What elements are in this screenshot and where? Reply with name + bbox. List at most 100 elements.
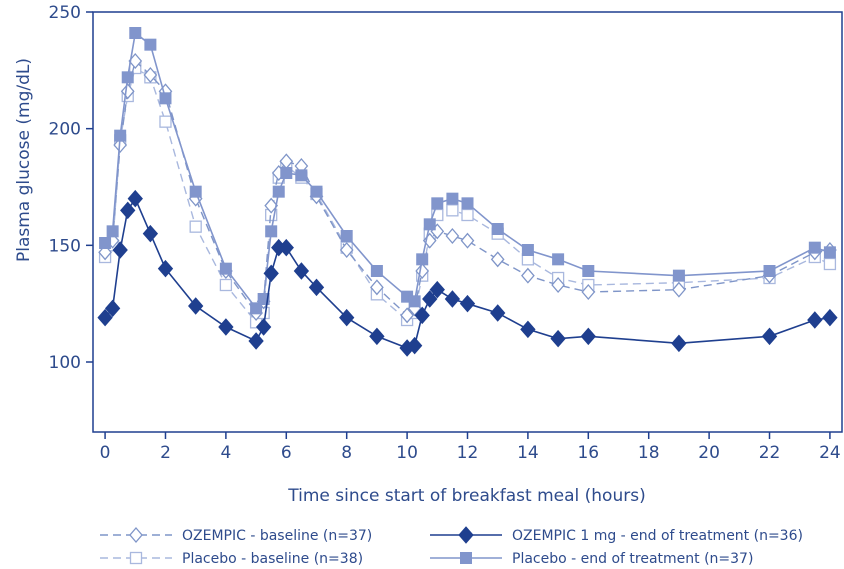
data-point (188, 297, 204, 315)
legend: OZEMPIC - baseline (n=37) OZEMPIC 1 mg - … (100, 526, 803, 567)
data-point (446, 204, 459, 217)
data-point (255, 318, 272, 336)
data-point (807, 311, 823, 329)
data-point (808, 241, 821, 254)
data-point (408, 295, 421, 308)
data-point (272, 185, 285, 198)
series-line (104, 31, 831, 310)
data-point (121, 71, 134, 84)
x-tick-label: 8 (341, 443, 352, 463)
data-point (761, 327, 778, 346)
x-tick-label: 16 (577, 443, 599, 463)
data-point (520, 320, 536, 339)
data-point (444, 290, 461, 308)
data-point (218, 318, 234, 336)
y-axis-title: Plasma glucose (mg/dL) (14, 58, 34, 262)
data-point (263, 264, 279, 283)
legend-item: OZEMPIC 1 mg - end of treatment (n=36) (430, 526, 803, 544)
data-point (157, 259, 174, 278)
y-tick-label: 200 (49, 120, 81, 140)
data-point (114, 129, 127, 142)
x-tick-label: 22 (759, 443, 781, 463)
data-point (552, 253, 565, 266)
data-point (460, 552, 472, 564)
data-point (370, 265, 383, 277)
data-point (369, 327, 385, 346)
data-point (127, 189, 143, 208)
legend-label: Placebo - end of treatment (n=37) (512, 551, 753, 567)
data-point (461, 197, 474, 210)
data-point (144, 38, 157, 51)
series-0 (98, 53, 837, 324)
x-tick-label: 12 (457, 443, 479, 463)
data-point (431, 197, 444, 210)
data-point (97, 308, 113, 327)
data-point (551, 277, 565, 293)
x-tick-label: 14 (517, 443, 539, 463)
data-point (295, 169, 308, 182)
legend-label: OZEMPIC - baseline (n=37) (182, 528, 372, 544)
data-point (672, 269, 685, 282)
data-point (120, 201, 136, 220)
data-point (490, 304, 506, 322)
data-point (159, 115, 172, 128)
series-1 (98, 61, 837, 329)
y-axis-ticks: 100 150 200 250 (49, 3, 93, 373)
series-line (104, 59, 831, 317)
data-point (129, 551, 143, 565)
data-point (414, 306, 430, 325)
data-point (823, 257, 837, 271)
data-point (219, 278, 233, 292)
data-point (491, 223, 504, 235)
data-point (264, 197, 279, 214)
data-point (461, 208, 474, 222)
data-point (248, 332, 264, 350)
data-point (265, 225, 278, 238)
data-point (257, 293, 270, 305)
data-point (112, 241, 128, 259)
y-tick-label: 250 (49, 3, 81, 23)
data-point (582, 265, 595, 277)
data-point (459, 294, 476, 313)
x-axis-title: Time since start of breakfast meal (hour… (287, 486, 645, 506)
x-tick-label: 2 (160, 443, 171, 463)
data-point (99, 237, 112, 249)
data-point (416, 253, 429, 266)
data-point (429, 280, 445, 299)
y-tick-label: 150 (49, 236, 81, 256)
series-layer (97, 27, 838, 357)
data-point (521, 267, 535, 284)
data-point (431, 208, 444, 222)
x-axis-ticks: 0 2 4 6 8 10 12 14 16 18 20 22 24 (100, 432, 841, 463)
x-tick-label: 24 (819, 443, 841, 463)
data-point (823, 246, 836, 259)
data-point (142, 224, 159, 243)
x-tick-label: 20 (698, 443, 720, 463)
series-3 (99, 27, 836, 315)
data-point (129, 527, 143, 543)
data-point (672, 281, 686, 298)
x-tick-label: 0 (100, 443, 111, 463)
data-point (671, 334, 687, 353)
x-tick-label: 10 (396, 443, 418, 463)
legend-item: Placebo - baseline (n=38) (100, 551, 363, 567)
data-point (159, 92, 172, 105)
data-point (143, 67, 158, 83)
data-point (339, 308, 355, 327)
data-point (189, 220, 202, 233)
data-point (189, 185, 202, 198)
data-point (129, 27, 142, 39)
data-point (460, 232, 475, 249)
data-point (550, 329, 566, 348)
data-point (310, 185, 323, 198)
data-point (308, 278, 325, 297)
data-point (339, 242, 354, 258)
data-point (340, 230, 353, 242)
data-point (250, 302, 263, 315)
data-point (580, 327, 596, 346)
x-tick-label: 6 (281, 443, 292, 463)
data-point (370, 279, 384, 296)
data-point (822, 308, 838, 327)
legend-item: OZEMPIC - baseline (n=37) (100, 527, 372, 544)
